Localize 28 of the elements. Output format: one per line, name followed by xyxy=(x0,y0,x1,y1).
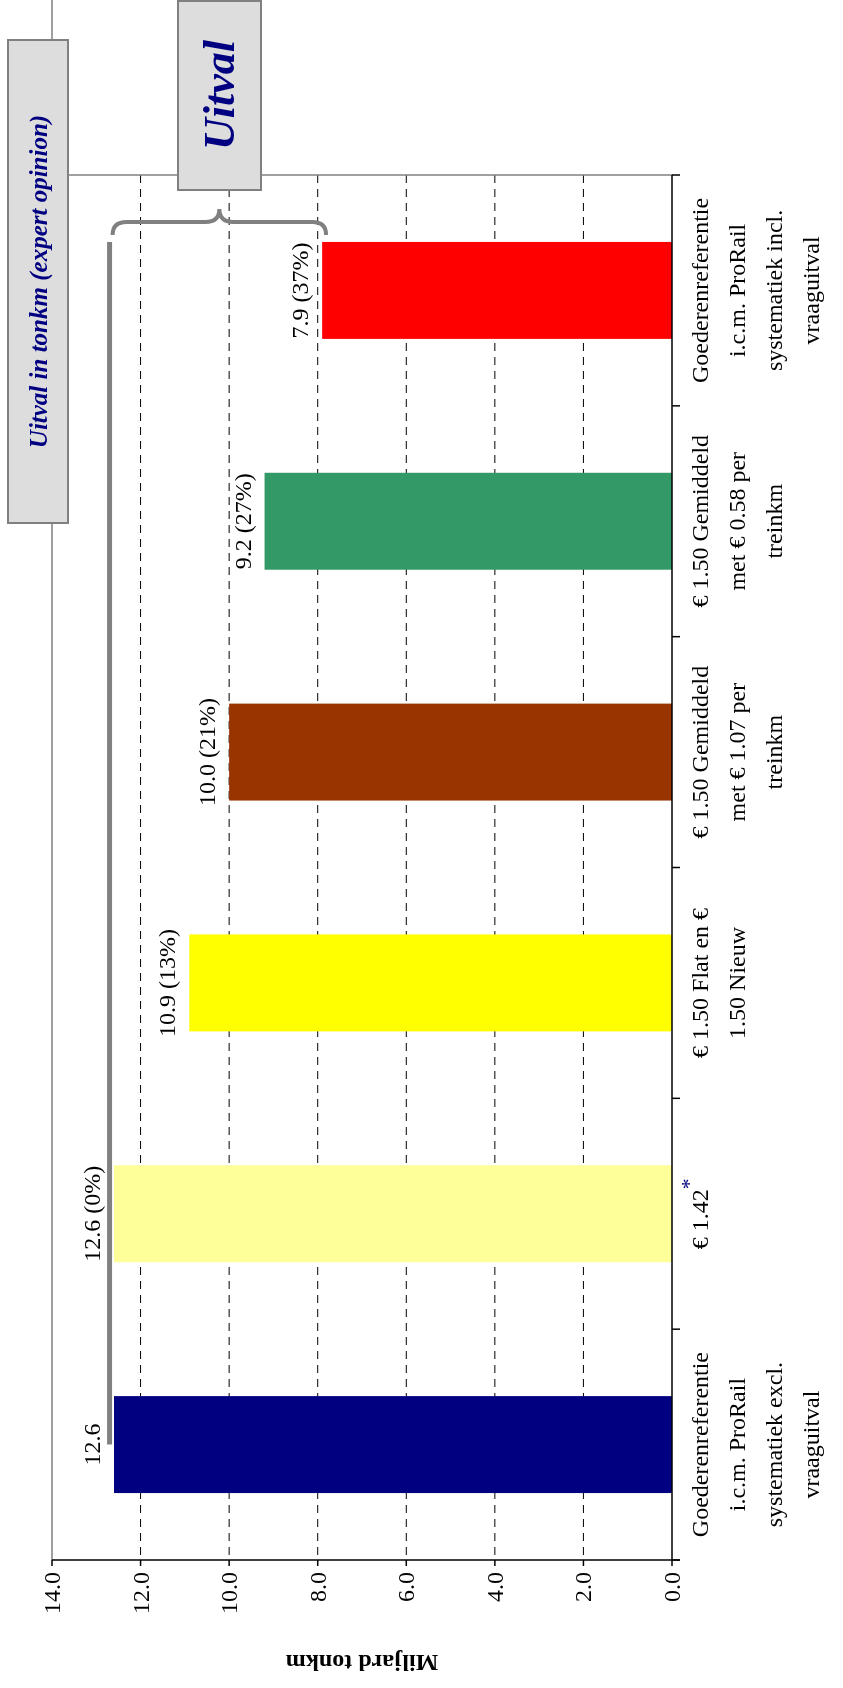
label-box: Uitval xyxy=(177,0,262,191)
x-tick-label: 14.0 xyxy=(39,1572,65,1614)
x-tick-label: 6.0 xyxy=(393,1572,420,1602)
data-label: 12.6 xyxy=(79,1423,105,1466)
y-tick-label: € 1.50 Gemiddeld met € 1.07 per treinkm xyxy=(687,665,787,839)
x-tick-label: 10.0 xyxy=(216,1572,243,1614)
bar xyxy=(189,934,672,1032)
y-tick-label: Goederenreferentie i.c.m. ProRail systematiek incl. vraaguitval xyxy=(687,197,824,384)
x-tick-label: 4.0 xyxy=(481,1572,508,1602)
x-tick-label: 0.0 xyxy=(659,1572,685,1602)
bar xyxy=(229,703,672,801)
x-tick-label: 8.0 xyxy=(304,1572,331,1602)
y-tick-label: € 1.50 Flat en € 1.50 Nieuw xyxy=(687,907,750,1058)
x-tick-label: 2.0 xyxy=(570,1572,597,1602)
bar xyxy=(322,241,672,339)
bar xyxy=(114,1396,672,1494)
data-label: 9.2 (27%) xyxy=(229,473,256,570)
bar xyxy=(114,1165,672,1263)
bar xyxy=(264,472,672,570)
y-tick-label: Goederenreferentie i.c.m. ProRail systematiek excl. vraaguitval xyxy=(687,1351,824,1538)
x-axis-title: Miljard tonkm xyxy=(285,1650,439,1676)
x-tick-label: 12.0 xyxy=(127,1572,154,1614)
data-label: 12.6 (0%) xyxy=(79,1165,105,1262)
data-label: 10.0 (21%) xyxy=(194,698,221,807)
y-tick-label: € 1.50 Gemiddeld met € 0.58 per treinkm xyxy=(687,434,787,608)
label-box: Uitval in tonkm (expert opinion) xyxy=(7,39,69,524)
data-label: 7.9 (37%) xyxy=(287,242,314,339)
data-label: 10.9 (13%) xyxy=(154,928,181,1037)
